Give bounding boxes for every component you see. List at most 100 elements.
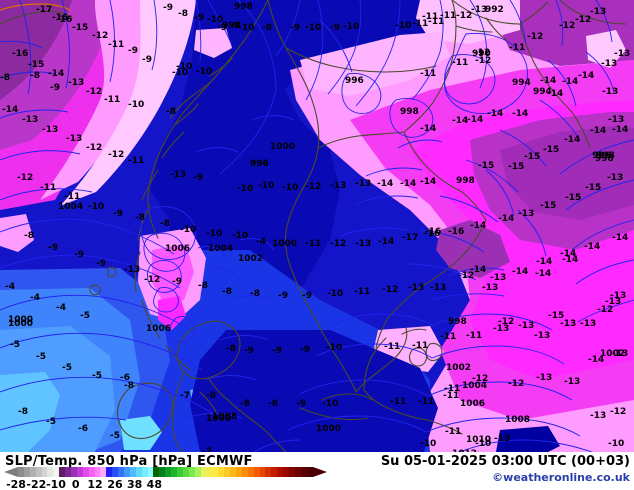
colorbar-swatch [124,467,130,477]
temperature-contour-label: -10 [475,439,492,449]
colorbar[interactable]: -28 -22 -10 0 12 26 38 48 [0,467,330,490]
temperature-contour-label: -12 [86,143,103,153]
temperature-contour-label: -9 [302,291,312,301]
temperature-contour-label: -13 [602,87,619,97]
pressure-isobar-label: 994 [533,87,552,97]
temperature-contour-label: -8 [206,391,216,401]
colorbar-swatch [235,467,242,477]
temperature-contour-label: -13 [518,209,535,219]
colorbar-swatch [118,467,125,477]
temperature-contour-label: -13 [68,78,85,88]
pressure-isobar-label: 998 [595,154,614,164]
temperature-contour-label: -4 [56,303,66,313]
credit-link[interactable]: ©weatheronline.co.uk [492,471,630,484]
temperature-contour-label: -12 [610,407,627,417]
temp-band-pinkpale-strip [300,32,450,96]
colorbar-swatch [194,467,201,477]
colorbar-tick-label: 26 [107,478,123,490]
temperature-contour-label: -13 [590,7,607,17]
pressure-isobar-label: 992 [485,5,504,15]
temperature-contour-label: -8 [222,287,232,297]
temperature-contour-label: -13 [408,283,425,293]
temperature-contour-label: -15 [72,23,89,33]
temperature-contour-label: -14 [512,109,529,119]
pressure-isobar-label: 998 [448,317,467,327]
temperature-contour-label: -13 [66,134,83,144]
temperature-contour-label: -15 [524,152,541,162]
colorbar-swatch [65,467,72,477]
temperature-contour-label: -11 [420,69,437,79]
temperature-contour-label: -10 [172,68,189,78]
temperature-contour-label: -13 [536,373,553,383]
temperature-contour-label: -12 [475,56,492,66]
temperature-contour-label: -17 [402,233,419,243]
temperature-contour-label: -14 [400,179,417,189]
temperature-contour-label: -5 [10,340,20,350]
temperature-contour-label: -10 [322,399,339,409]
temperature-contour-label: -9 [244,346,254,356]
temperature-contour-label: -11 [452,58,469,68]
temperature-contour-label: -13 [493,324,510,334]
colorbar-swatch [88,467,95,477]
colorbar-tick-label: 12 [87,478,103,490]
isobars [0,0,634,452]
temperature-contour-label: -5 [110,431,120,441]
temperature-contour-label: -13 [518,321,535,331]
temperature-contour-label: -12 [92,31,109,41]
temperature-contour-label: -11 [390,397,407,407]
temperature-contour-label: -14 [487,109,504,119]
temperature-contour-label: -13 [612,349,629,359]
temperature-contour-label: -9 [142,55,152,65]
colorbar-swatch [129,467,136,477]
temperature-contour-label: -12 [472,374,489,384]
colorbar-swatch [294,467,301,477]
colorbar-swatch [277,467,284,477]
temperature-contour-label: -12 [498,317,515,327]
temperature-contour-label: -14 [420,177,437,187]
pressure-isobar-label: 996 [345,76,364,86]
temperature-contour-label: -10 [237,184,254,194]
colorbar-swatch [177,467,183,477]
temperature-contour-label: -12 [144,275,161,285]
temperature-contour-label: -13 [42,125,59,135]
temperature-contour-label: -14 [536,257,553,267]
temperature-contour-label: -8 [124,381,134,391]
temperature-contour-label: -13 [330,181,347,191]
colorbar-tick-label: 38 [127,478,143,490]
temperature-contour-label: -9 [278,291,288,301]
temperature-contour-label: -8 [135,213,145,223]
temperature-contour-label: -9 [50,83,60,93]
temperature-contour-label: -8 [24,231,34,241]
temperature-contour-label: -8 [250,289,260,299]
temperature-contour-label: -14 [377,179,394,189]
temperature-contour-label: -14 [420,124,437,134]
temperature-contour-label: -13 [534,331,551,341]
temperature-contour-label: -15 [565,193,582,203]
colorbar-swatch [206,467,213,477]
highlight-contour [0,3,71,11]
temperature-contour-label: -13 [607,173,624,183]
temperature-contour-label: -11 [440,11,457,21]
colorbar-swatch [82,467,89,477]
temp-band-pinkpale-left [60,0,196,206]
colorbar-tick-label: 0 [71,478,80,490]
colorbar-swatch [112,467,119,477]
colorbar-tick-label: -22 [26,478,47,490]
pressure-isobar-label: 1006 [146,324,172,334]
temperature-contour-label: -10 [196,67,213,77]
colorbar-swatch [147,467,154,477]
temperature-contour-label: -9 [230,21,240,31]
colorbar-swatch [171,467,178,477]
temperature-contour-label: -9 [74,250,84,260]
map-canvas[interactable]: -17 -16 -16 -15 -12 -11 -9 -9 -8 -9 -10 -9 -16 -15 -14… [0,0,634,452]
pressure-isobar-label: 998 [456,176,475,186]
temperature-contour-label: -4 [256,237,266,247]
temperature-contour-label: -12 [575,15,592,25]
temperature-contour-label: -9 [193,173,203,183]
pressure-isobar-label: 1000 [8,319,34,329]
temperature-contour-label: -12 [17,173,34,183]
colorbar-swatch [265,467,272,477]
colorbar-swatch [100,467,107,477]
temperature-contour-label: -13 [605,297,622,307]
colorbar-swatch [212,467,219,477]
